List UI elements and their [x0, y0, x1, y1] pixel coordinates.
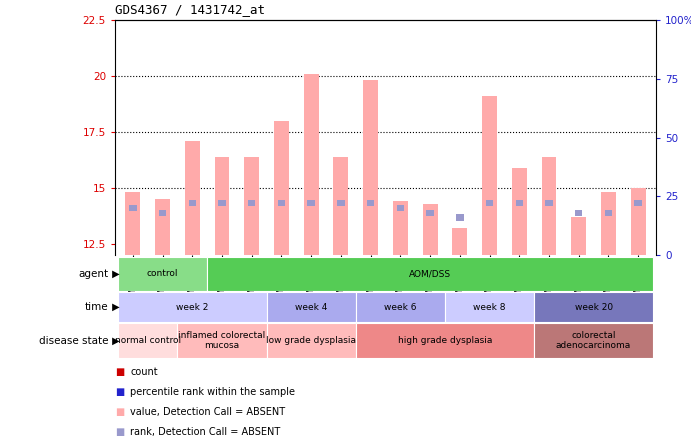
Bar — [155, 199, 170, 255]
Text: ■: ■ — [115, 367, 124, 377]
Bar — [129, 205, 137, 211]
Bar — [118, 323, 178, 358]
Bar — [334, 157, 348, 255]
Text: inflamed colorectal
mucosa: inflamed colorectal mucosa — [178, 331, 265, 350]
Bar — [363, 80, 378, 255]
Text: percentile rank within the sample: percentile rank within the sample — [130, 387, 295, 397]
Text: value, Detection Call = ABSENT: value, Detection Call = ABSENT — [130, 407, 285, 417]
Bar — [159, 210, 167, 216]
Bar — [274, 121, 289, 255]
Bar — [486, 200, 493, 206]
Text: low grade dysplasia: low grade dysplasia — [266, 336, 356, 345]
Text: ▶: ▶ — [109, 302, 120, 312]
Bar — [307, 200, 315, 206]
Bar — [356, 292, 445, 322]
Text: disease state: disease state — [39, 336, 108, 345]
Text: week 20: week 20 — [574, 302, 613, 312]
Bar — [571, 217, 586, 255]
Text: rank, Detection Call = ABSENT: rank, Detection Call = ABSENT — [130, 427, 281, 437]
Bar — [393, 201, 408, 255]
Bar — [575, 210, 583, 216]
Text: GDS4367 / 1431742_at: GDS4367 / 1431742_at — [115, 3, 265, 16]
Bar — [245, 157, 259, 255]
Bar — [456, 214, 464, 221]
Bar — [534, 292, 653, 322]
Bar — [482, 96, 497, 255]
Text: ▶: ▶ — [109, 269, 120, 279]
Text: time: time — [84, 302, 108, 312]
Bar — [337, 200, 345, 206]
Bar — [512, 168, 527, 255]
Text: colorectal
adenocarcinoma: colorectal adenocarcinoma — [556, 331, 631, 350]
Bar — [445, 292, 534, 322]
Bar — [515, 200, 523, 206]
Bar — [453, 228, 467, 255]
Bar — [367, 200, 375, 206]
Bar — [397, 205, 404, 211]
Text: count: count — [130, 367, 158, 377]
Bar — [189, 200, 196, 206]
Text: normal control: normal control — [115, 336, 181, 345]
Bar — [545, 200, 553, 206]
Text: ■: ■ — [115, 427, 124, 437]
Bar — [125, 192, 140, 255]
Text: control: control — [146, 270, 178, 278]
Bar — [267, 292, 356, 322]
Bar — [118, 292, 267, 322]
Bar — [304, 74, 319, 255]
Text: week 8: week 8 — [473, 302, 506, 312]
Bar — [178, 323, 267, 358]
Bar — [207, 257, 653, 291]
Bar — [218, 200, 226, 206]
Bar — [185, 141, 200, 255]
Text: agent: agent — [78, 269, 108, 279]
Text: ▶: ▶ — [109, 336, 120, 345]
Text: ■: ■ — [115, 387, 124, 397]
Bar — [356, 323, 534, 358]
Bar — [118, 257, 207, 291]
Bar — [542, 157, 556, 255]
Bar — [534, 323, 653, 358]
Bar — [631, 188, 645, 255]
Bar — [601, 192, 616, 255]
Bar — [215, 157, 229, 255]
Text: week 6: week 6 — [384, 302, 417, 312]
Text: week 2: week 2 — [176, 302, 209, 312]
Bar — [423, 203, 437, 255]
Text: week 4: week 4 — [295, 302, 328, 312]
Bar — [278, 200, 285, 206]
Bar — [267, 323, 356, 358]
Bar — [605, 210, 612, 216]
Text: AOM/DSS: AOM/DSS — [409, 270, 451, 278]
Text: high grade dysplasia: high grade dysplasia — [398, 336, 492, 345]
Text: ■: ■ — [115, 407, 124, 417]
Bar — [248, 200, 256, 206]
Bar — [426, 210, 434, 216]
Bar — [634, 200, 642, 206]
